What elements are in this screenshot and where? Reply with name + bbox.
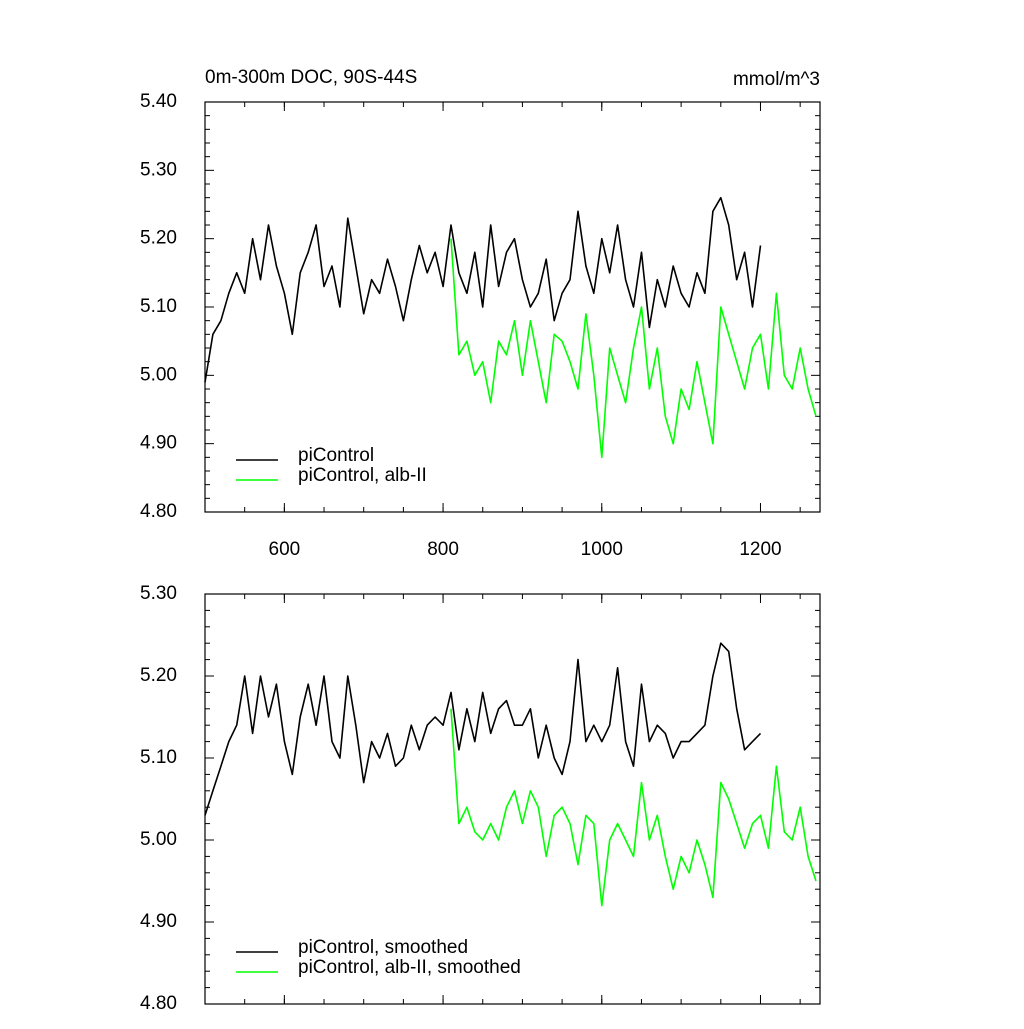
y-tick-label: 5.00 xyxy=(140,829,177,850)
legend-label: piControl, smoothed xyxy=(298,937,468,958)
x-tick-label: 1000 xyxy=(581,539,623,560)
units-label: mmol/m^3 xyxy=(733,69,820,90)
y-tick-label: 5.30 xyxy=(140,583,177,604)
series-line xyxy=(450,708,817,907)
legend-label: piControl, alb-II xyxy=(298,465,427,486)
y-tick-label: 4.80 xyxy=(140,993,177,1014)
chart-title: 0m-300m DOC, 90S-44S xyxy=(205,67,417,88)
y-tick-label: 5.10 xyxy=(140,296,177,317)
y-tick-label: 5.20 xyxy=(140,665,177,686)
y-tick-label: 5.10 xyxy=(140,747,177,768)
y-tick-label: 5.40 xyxy=(140,91,177,112)
legend-label: piControl xyxy=(298,445,374,466)
legend-label: piControl, alb-II, smoothed xyxy=(298,957,521,978)
y-tick-label: 4.90 xyxy=(140,911,177,932)
series-line xyxy=(204,196,762,383)
y-tick-label: 5.20 xyxy=(140,228,177,249)
x-tick-label: 600 xyxy=(269,539,301,560)
y-tick-label: 5.30 xyxy=(140,159,177,180)
y-tick-label: 5.00 xyxy=(140,364,177,385)
plot-frame xyxy=(204,593,821,1005)
y-tick-label: 4.90 xyxy=(140,433,177,454)
series-line xyxy=(204,642,762,816)
x-tick-label: 800 xyxy=(427,539,459,560)
y-tick-label: 4.80 xyxy=(140,501,177,522)
x-tick-label: 1200 xyxy=(739,539,781,560)
series-line xyxy=(450,238,817,459)
